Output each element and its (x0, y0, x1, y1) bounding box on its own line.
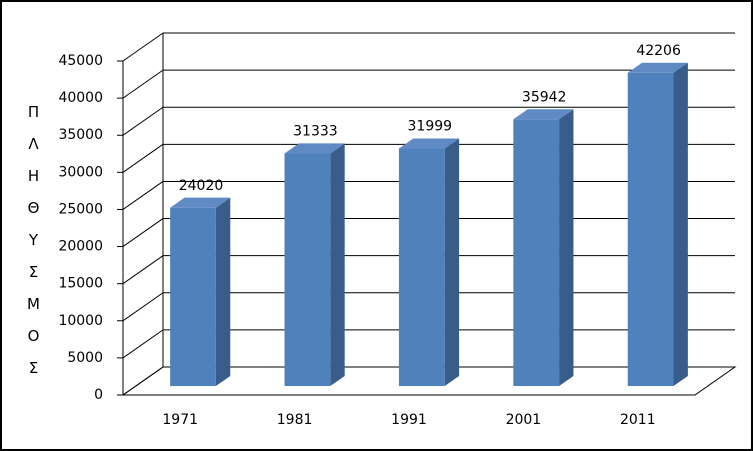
x-tick-label: 2001 (506, 412, 542, 428)
y-tick-label: 45000 (58, 53, 103, 69)
y-tick-label: 25000 (58, 201, 103, 217)
bar-top (398, 138, 460, 149)
bar (398, 148, 445, 387)
data-label: 42206 (636, 43, 681, 59)
x-tick-label: 2011 (620, 412, 656, 428)
bar-side (673, 62, 688, 387)
x-tick-label: 1981 (277, 412, 313, 428)
bar (627, 72, 674, 387)
bar-top (627, 62, 688, 73)
bar (513, 119, 560, 387)
y-tick-label: 40000 (58, 90, 103, 106)
x-tick-label: 1991 (391, 412, 427, 428)
y-tick-label: 10000 (58, 313, 103, 329)
y-tick-label: 20000 (58, 239, 103, 255)
bar-top (513, 109, 574, 120)
bar (284, 153, 331, 387)
bar (170, 207, 216, 387)
bar-side (215, 197, 231, 387)
y-axis-label: ΠΛΗΘΥΣΜΟΣ (25, 103, 43, 391)
grid-line (122, 255, 164, 285)
grid-line (122, 69, 164, 99)
data-label: 24020 (179, 178, 224, 194)
grid-line (122, 366, 164, 396)
grid-line (122, 143, 164, 173)
grid-line (122, 106, 164, 136)
y-tick-label: 35000 (58, 127, 103, 143)
y-tick-label: 5000 (67, 350, 103, 366)
grid-line (122, 292, 164, 322)
x-tick-label: 1971 (162, 412, 198, 428)
bar-top (284, 143, 345, 154)
y-tick-label: 0 (94, 387, 103, 403)
grid-line (122, 218, 164, 247)
bar-top (170, 197, 231, 208)
y-tick-label: 15000 (58, 276, 103, 292)
data-label: 31999 (408, 119, 453, 135)
grid-line (122, 181, 164, 210)
data-label: 35942 (522, 89, 567, 105)
grid-line (122, 329, 164, 359)
bar-side (330, 143, 345, 387)
bar-side (444, 138, 460, 387)
y-tick-label: 30000 (58, 164, 103, 180)
grid-line (122, 32, 164, 62)
bar-side (559, 109, 574, 387)
data-label: 31333 (293, 123, 338, 139)
